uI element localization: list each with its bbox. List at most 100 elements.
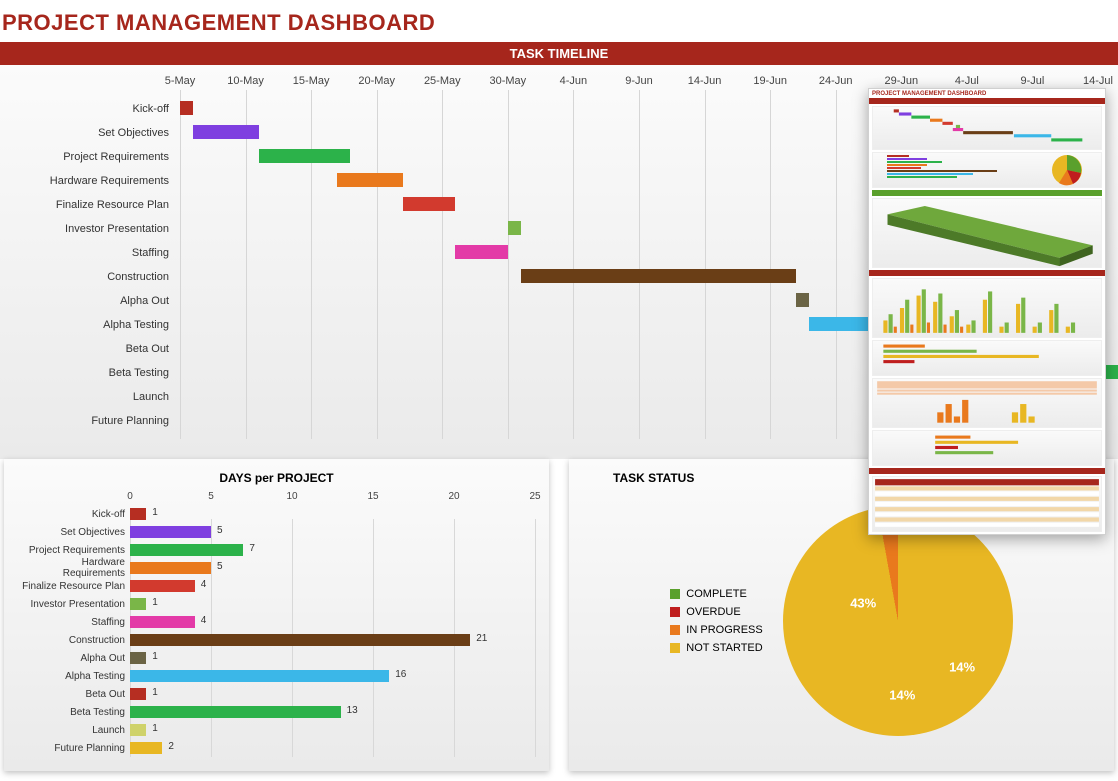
gantt-tick: 9-Jul: [1021, 75, 1045, 87]
gantt-tick: 4-Jun: [560, 75, 588, 87]
days-bar: [130, 562, 211, 574]
gantt-tick: 15-May: [293, 75, 330, 87]
thumbnail-bars-2: [872, 340, 1102, 376]
days-bar: [130, 580, 195, 592]
gantt-task-label: Kick-off: [20, 103, 175, 115]
days-row: Investor Presentation 1: [18, 595, 535, 613]
gantt-tick: 20-May: [358, 75, 395, 87]
days-value: 1: [152, 723, 158, 734]
gantt-bar: [180, 101, 193, 115]
legend-label: COMPLETE: [686, 588, 747, 600]
days-value: 1: [152, 687, 158, 698]
gantt-tick: 5-May: [165, 75, 196, 87]
days-bar: [130, 652, 146, 664]
gantt-bar: [193, 125, 259, 139]
days-tick: 15: [367, 491, 378, 502]
gantt-bar: [403, 197, 455, 211]
days-value: 1: [152, 507, 158, 518]
days-row-label: Future Planning: [18, 743, 130, 754]
thumbnail-band: [869, 98, 1105, 104]
dashboard-thumbnail: PROJECT MANAGEMENT DASHBOARD: [868, 88, 1106, 535]
days-row: Construction 21: [18, 631, 535, 649]
days-value: 4: [201, 615, 207, 626]
days-row: Set Objectives 5: [18, 523, 535, 541]
days-row-label: Beta Testing: [18, 707, 130, 718]
gantt-tick: 25-May: [424, 75, 461, 87]
legend-swatch: [670, 607, 680, 617]
legend-swatch: [670, 589, 680, 599]
gantt-task-label: Investor Presentation: [20, 223, 175, 235]
days-value: 5: [217, 561, 223, 572]
days-row: Staffing 4: [18, 613, 535, 631]
thumbnail-table: [872, 476, 1102, 532]
thumbnail-band-2: [869, 270, 1105, 276]
days-value: 21: [476, 633, 487, 644]
thumbnail-title: PROJECT MANAGEMENT DASHBOARD: [869, 89, 1105, 98]
thumbnail-misc: [872, 378, 1102, 428]
gantt-task-label: Construction: [20, 271, 175, 283]
days-tick: 20: [448, 491, 459, 502]
legend-label: NOT STARTED: [686, 642, 762, 654]
legend-item: IN PROGRESS: [670, 624, 762, 636]
days-tick: 10: [286, 491, 297, 502]
days-row-label: Investor Presentation: [18, 599, 130, 610]
gantt-bar: [796, 293, 809, 307]
gantt-bar: [455, 245, 507, 259]
days-bar: [130, 544, 243, 556]
days-bar: [130, 634, 470, 646]
days-tick: 5: [208, 491, 214, 502]
gantt-bar: [259, 149, 351, 163]
days-value: 5: [217, 525, 223, 536]
days-row-label: Project Requirements: [18, 545, 130, 556]
gantt-task-label: Launch: [20, 391, 175, 403]
days-row: Alpha Out1: [18, 649, 535, 667]
days-value: 7: [249, 543, 255, 554]
gantt-task-label: Alpha Testing: [20, 319, 175, 331]
days-row: Beta Out1: [18, 685, 535, 703]
days-value: 13: [347, 705, 358, 716]
gantt-task-label: Future Planning: [20, 415, 175, 427]
days-row-label: Staffing: [18, 617, 130, 628]
days-value: 1: [152, 597, 158, 608]
gantt-tick: 19-Jun: [753, 75, 787, 87]
thumbnail-green-band: [872, 190, 1102, 196]
days-bar: [130, 526, 211, 538]
gantt-tick: 14-Jul: [1083, 75, 1113, 87]
days-bar: [130, 724, 146, 736]
gantt-tick: 14-Jun: [688, 75, 722, 87]
days-row-label: Set Objectives: [18, 527, 130, 538]
gantt-task-label: Set Objectives: [20, 127, 175, 139]
gantt-task-label: Finalize Resource Plan: [20, 199, 175, 211]
days-row-label: Alpha Testing: [18, 671, 130, 682]
days-row-label: Construction: [18, 635, 130, 646]
days-row-label: Hardware Requirements: [18, 557, 130, 579]
legend-item: COMPLETE: [670, 588, 762, 600]
days-row: Future Planning2: [18, 739, 535, 757]
days-value: 16: [395, 669, 406, 680]
days-bar: [130, 616, 195, 628]
days-value: 4: [201, 579, 207, 590]
days-chart-title: DAYS per PROJECT: [18, 471, 535, 485]
gantt-bar: [521, 269, 796, 283]
legend-item: OVERDUE: [670, 606, 762, 618]
gantt-task-label: Beta Out: [20, 343, 175, 355]
days-chart-bars: Kick-off1 Set Objectives 5 Project Requirem…: [18, 505, 535, 757]
timeline-band: TASK TIMELINE: [0, 42, 1118, 65]
days-row: Kick-off1: [18, 505, 535, 523]
pie-slice-label: 43%: [850, 595, 876, 610]
pie-slice-label: 14%: [949, 660, 975, 675]
thumbnail-bars-pie: [872, 152, 1102, 188]
days-tick: 0: [127, 491, 133, 502]
days-value: 1: [152, 651, 158, 662]
legend-swatch: [670, 625, 680, 635]
days-bar: [130, 508, 146, 520]
thumbnail-gantt: [872, 106, 1102, 150]
status-legend: COMPLETE OVERDUE IN PROGRESS NOT STARTED: [670, 582, 762, 660]
status-pie: 43%14%14%: [783, 506, 1013, 736]
gantt-task-label: Staffing: [20, 247, 175, 259]
gantt-task-label: Hardware Requirements: [20, 175, 175, 187]
thumbnail-band-3: [869, 468, 1105, 474]
gantt-tick: 10-May: [227, 75, 264, 87]
days-row: Alpha Testing 16: [18, 667, 535, 685]
days-bar: [130, 742, 162, 754]
